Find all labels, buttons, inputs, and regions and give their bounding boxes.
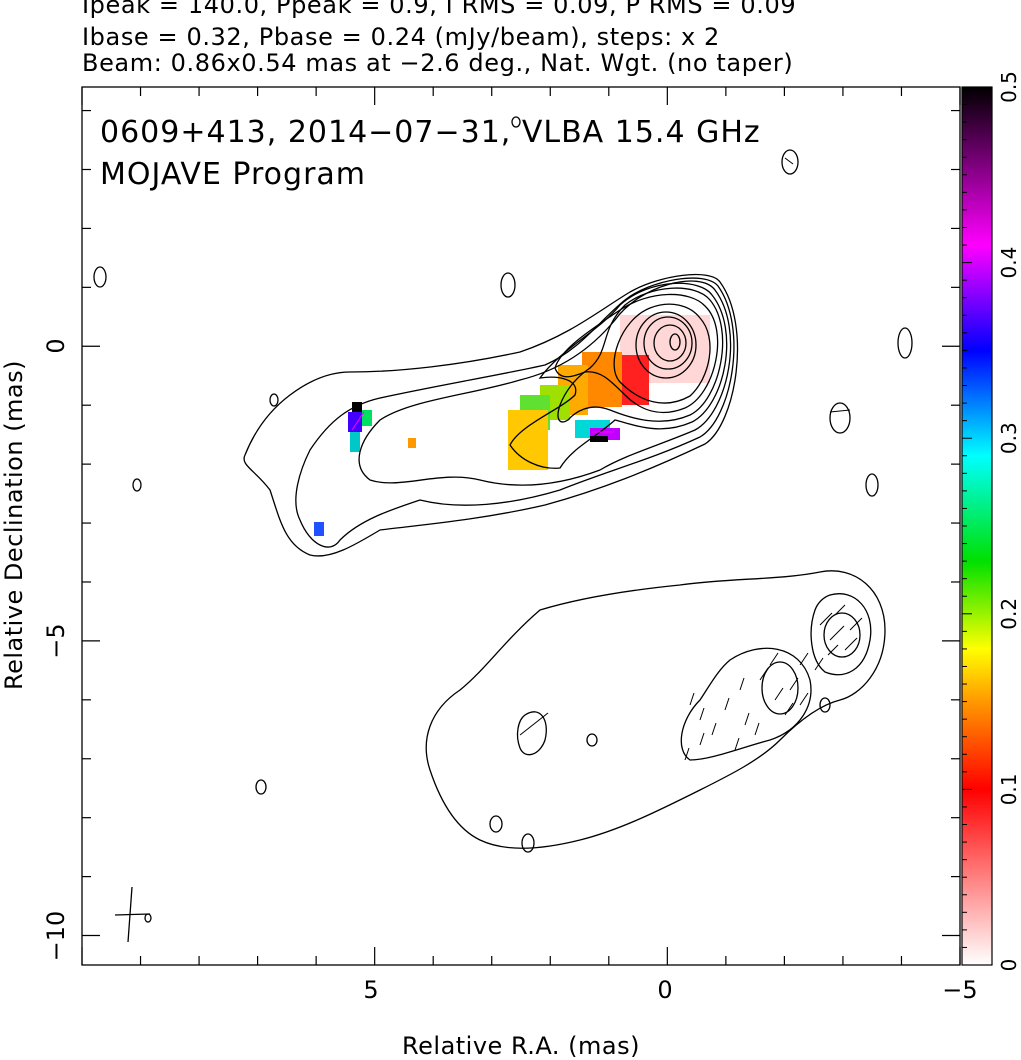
evpa-knot-1 bbox=[819, 604, 863, 656]
contour-core-3 bbox=[643, 316, 693, 370]
contour-blob-i bbox=[829, 402, 851, 434]
x-axis-label: Relative R.A. (mas) bbox=[402, 1032, 640, 1060]
header-line-3: Beam: 0.86x0.54 mas at −2.6 deg., Nat. W… bbox=[82, 49, 794, 77]
contour-blob-l bbox=[132, 478, 142, 492]
colorbar-label: 0.2 bbox=[997, 598, 1021, 630]
ytick-label-0: 0 bbox=[42, 338, 70, 353]
pol-pixel-west-black bbox=[352, 402, 362, 412]
contour-blob-e bbox=[781, 149, 799, 175]
contour-south-knot-2 bbox=[823, 612, 861, 658]
contour-south-blob bbox=[516, 711, 547, 756]
contour-blob-c bbox=[586, 733, 598, 747]
contour-south-3 bbox=[761, 661, 799, 715]
colorbar-label: 0.4 bbox=[997, 247, 1021, 279]
pol-pixel-west-blue bbox=[348, 412, 362, 432]
contour-core-7 bbox=[557, 287, 724, 423]
contour-jet-10 bbox=[295, 277, 735, 548]
header-line-1: Ipeak = 140.0, Ppeak = 0.9, I RMS = 0.09… bbox=[82, 0, 797, 19]
colorbar-label: 0.3 bbox=[997, 422, 1021, 454]
evpa-blob-e bbox=[784, 157, 794, 165]
pol-pixel-orange-dot bbox=[408, 438, 416, 448]
contour-jet-9 bbox=[358, 280, 732, 486]
polarization-pixels bbox=[314, 315, 710, 536]
axis-ticks bbox=[81, 87, 961, 965]
contour-blob-j bbox=[865, 473, 879, 497]
pol-pixel-south-blue bbox=[314, 522, 324, 536]
evpa-south bbox=[684, 652, 824, 761]
contour-blob-d bbox=[819, 697, 831, 713]
contour-jet-11 bbox=[243, 273, 739, 557]
contour-south-1 bbox=[425, 570, 886, 849]
contour-blob-k bbox=[269, 393, 279, 407]
polarization-vectors bbox=[351, 157, 863, 761]
pol-pixel-black bbox=[590, 436, 608, 442]
pol-pixel-yellow bbox=[508, 410, 548, 470]
y-axis-label: Relative Declination (mas) bbox=[0, 360, 28, 690]
contour-core-8 bbox=[509, 282, 728, 469]
contour-core-5 bbox=[613, 303, 711, 404]
contour-core-2 bbox=[653, 324, 687, 362]
plot-frame bbox=[81, 86, 961, 966]
pol-pixel-orange bbox=[582, 352, 622, 407]
colorbar-label: 0.1 bbox=[997, 773, 1021, 805]
map-title: 0609+413, 2014−07−31, VLBA 15.4 GHz bbox=[100, 115, 761, 150]
contour-blob-h bbox=[897, 327, 913, 359]
ytick-label-minus5: −5 bbox=[42, 623, 70, 658]
xtick-label-0: 0 bbox=[657, 976, 672, 1004]
pol-pixel-west-cyan bbox=[350, 432, 360, 452]
contour-core-4 bbox=[635, 311, 697, 379]
colorbar-ticks bbox=[962, 86, 972, 966]
contour-south-2 bbox=[680, 647, 812, 761]
contour-blob-b bbox=[521, 833, 535, 853]
intensity-contours bbox=[93, 116, 913, 853]
ytick-label-minus10: −10 bbox=[42, 911, 70, 962]
contour-blob-g bbox=[93, 266, 107, 288]
colorbar-labels: 0 0.1 0.2 0.3 0.4 0.5 bbox=[997, 71, 1021, 971]
beam-marker bbox=[114, 886, 152, 943]
contour-blob-n bbox=[511, 116, 521, 128]
map-subtitle: MOJAVE Program bbox=[100, 157, 366, 192]
contour-core-1 bbox=[669, 333, 681, 351]
contour-south-knot-1 bbox=[810, 593, 872, 676]
contour-blob-f bbox=[500, 272, 516, 298]
evpa-west bbox=[351, 411, 365, 431]
pol-pixel-west-green bbox=[362, 410, 372, 426]
evpa-blob-i bbox=[829, 409, 851, 413]
contour-blob-a bbox=[489, 815, 503, 833]
colorbar-label: 0.5 bbox=[997, 71, 1021, 103]
xtick-label-minus5: −5 bbox=[942, 976, 977, 1004]
contour-blob-m bbox=[255, 779, 267, 795]
colorbar-label: 0 bbox=[997, 959, 1021, 972]
header-line-2: Ibase = 0.32, Pbase = 0.24 (mJy/beam), s… bbox=[82, 23, 720, 51]
xtick-label-5: 5 bbox=[363, 976, 378, 1004]
evpa-blob bbox=[519, 712, 549, 736]
evpa-knot-2 bbox=[759, 652, 809, 716]
